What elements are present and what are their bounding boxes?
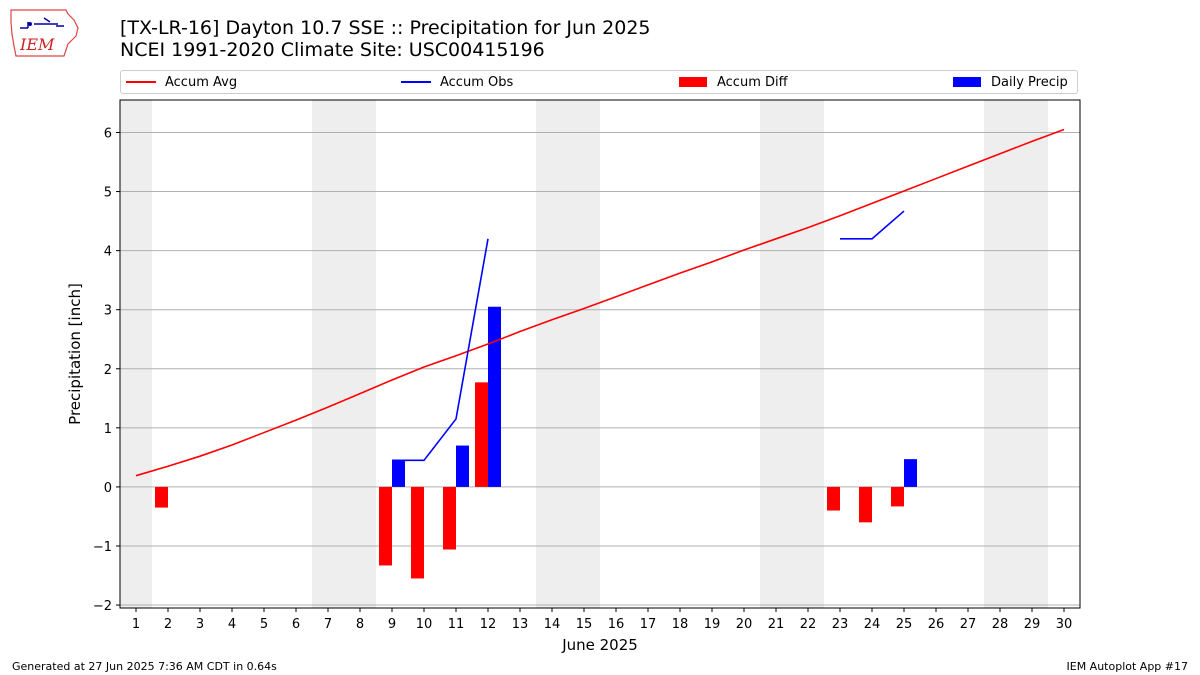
- accum-obs-line-1: [840, 210, 905, 240]
- accum-diff-bar-25: [891, 486, 904, 507]
- x-tick-label-30: 30: [1056, 617, 1073, 632]
- x-tick-label-16: 16: [608, 617, 625, 632]
- logo-text: IEM: [19, 35, 55, 54]
- x-tick-label-11: 11: [448, 617, 465, 632]
- legend: Accum Avg Accum Obs Accum Diff Daily Pre…: [120, 70, 1078, 94]
- y-tick-label-3: 3: [104, 304, 112, 319]
- y-tick-label-4: 4: [104, 245, 112, 260]
- legend-label-accum-avg: Accum Avg: [165, 75, 238, 90]
- chart-title: [TX-LR-16] Dayton 10.7 SSE :: Precipitat…: [120, 17, 651, 39]
- y-tick-label-1: 1: [104, 422, 112, 437]
- y-tick-label-5: 5: [104, 186, 112, 201]
- x-tick-label-21: 21: [768, 617, 785, 632]
- x-tick-label-24: 24: [864, 617, 881, 632]
- legend-item-accum-obs: Accum Obs: [401, 74, 513, 92]
- daily-precip-bar-12: [488, 306, 501, 487]
- x-tick-label-15: 15: [576, 617, 593, 632]
- x-tick-label-6: 6: [292, 617, 300, 632]
- x-tick-label-8: 8: [356, 617, 364, 632]
- y-tick-label--1: −1: [93, 540, 112, 555]
- x-tick-label-3: 3: [196, 617, 204, 632]
- iowa-map-outline: [10, 9, 79, 57]
- legend-label-accum-diff: Accum Diff: [717, 75, 788, 90]
- x-axis-label: June 2025: [561, 636, 638, 654]
- y-axis-label: Precipitation [inch]: [66, 283, 84, 425]
- weekend-band-3: [760, 100, 824, 608]
- footer-generated: Generated at 27 Jun 2025 7:36 AM CDT in …: [12, 660, 277, 673]
- x-tick-label-20: 20: [736, 617, 753, 632]
- chart-subtitle: NCEI 1991-2020 Climate Site: USC00415196: [120, 39, 545, 61]
- accum-avg-line: [135, 128, 1065, 477]
- legend-item-accum-diff: Accum Diff: [679, 74, 788, 92]
- accum-diff-bar-12: [475, 382, 488, 487]
- y-tick-label--2: −2: [93, 599, 112, 614]
- legend-item-accum-avg: Accum Avg: [126, 74, 237, 92]
- x-tick-label-12: 12: [480, 617, 497, 632]
- daily-precip-bar-25: [904, 459, 917, 487]
- x-tick-label-17: 17: [640, 617, 657, 632]
- iem-logo: IEM: [10, 9, 79, 57]
- x-tick-label-5: 5: [260, 617, 268, 632]
- accum-diff-bar-9: [379, 486, 392, 566]
- legend-item-daily-precip: Daily Precip: [953, 74, 1068, 92]
- weekend-band-4: [984, 100, 1048, 608]
- x-tick-label-28: 28: [992, 617, 1009, 632]
- accum-diff-bar-11: [443, 486, 456, 550]
- x-tick-label-23: 23: [832, 617, 849, 632]
- weather-symbols-icon: [20, 17, 64, 29]
- accum-obs-line-0: [392, 238, 489, 462]
- plot-frame: [119, 99, 1081, 609]
- daily-precip-bar-9: [392, 460, 405, 487]
- x-tick-label-10: 10: [416, 617, 433, 632]
- legend-label-daily-precip: Daily Precip: [991, 75, 1068, 90]
- x-tick-label-26: 26: [928, 617, 945, 632]
- x-tick-label-1: 1: [132, 617, 140, 632]
- legend-swatch-accum-avg: [126, 80, 156, 83]
- legend-swatch-daily-precip: [953, 76, 981, 87]
- footer-app-id: IEM Autoplot App #17: [1066, 660, 1189, 673]
- x-tick-label-13: 13: [512, 617, 529, 632]
- legend-swatch-accum-diff: [679, 76, 707, 87]
- weekend-band-0: [120, 100, 152, 608]
- x-tick-label-18: 18: [672, 617, 689, 632]
- x-tick-label-14: 14: [544, 617, 561, 632]
- x-tick-label-9: 9: [388, 617, 396, 632]
- x-tick-label-19: 19: [704, 617, 721, 632]
- x-tick-label-4: 4: [228, 617, 236, 632]
- accum-diff-bar-10: [411, 486, 424, 579]
- y-tick-label-0: 0: [104, 481, 112, 496]
- legend-swatch-accum-obs: [401, 80, 431, 83]
- x-tick-label-7: 7: [324, 617, 332, 632]
- y-tick-label-2: 2: [104, 363, 112, 378]
- x-tick-label-27: 27: [960, 617, 977, 632]
- x-tick-label-25: 25: [896, 617, 913, 632]
- x-tick-label-2: 2: [164, 617, 172, 632]
- legend-label-accum-obs: Accum Obs: [440, 75, 514, 90]
- daily-precip-bar-11: [456, 445, 469, 487]
- accum-diff-bar-23: [827, 486, 840, 511]
- weekend-band-1: [312, 100, 376, 608]
- weekend-band-2: [536, 100, 600, 608]
- accum-diff-bar-24: [859, 486, 872, 523]
- y-tick-label-6: 6: [104, 126, 112, 141]
- accum-diff-bar-2: [155, 486, 168, 508]
- x-tick-label-29: 29: [1024, 617, 1041, 632]
- x-tick-label-22: 22: [800, 617, 817, 632]
